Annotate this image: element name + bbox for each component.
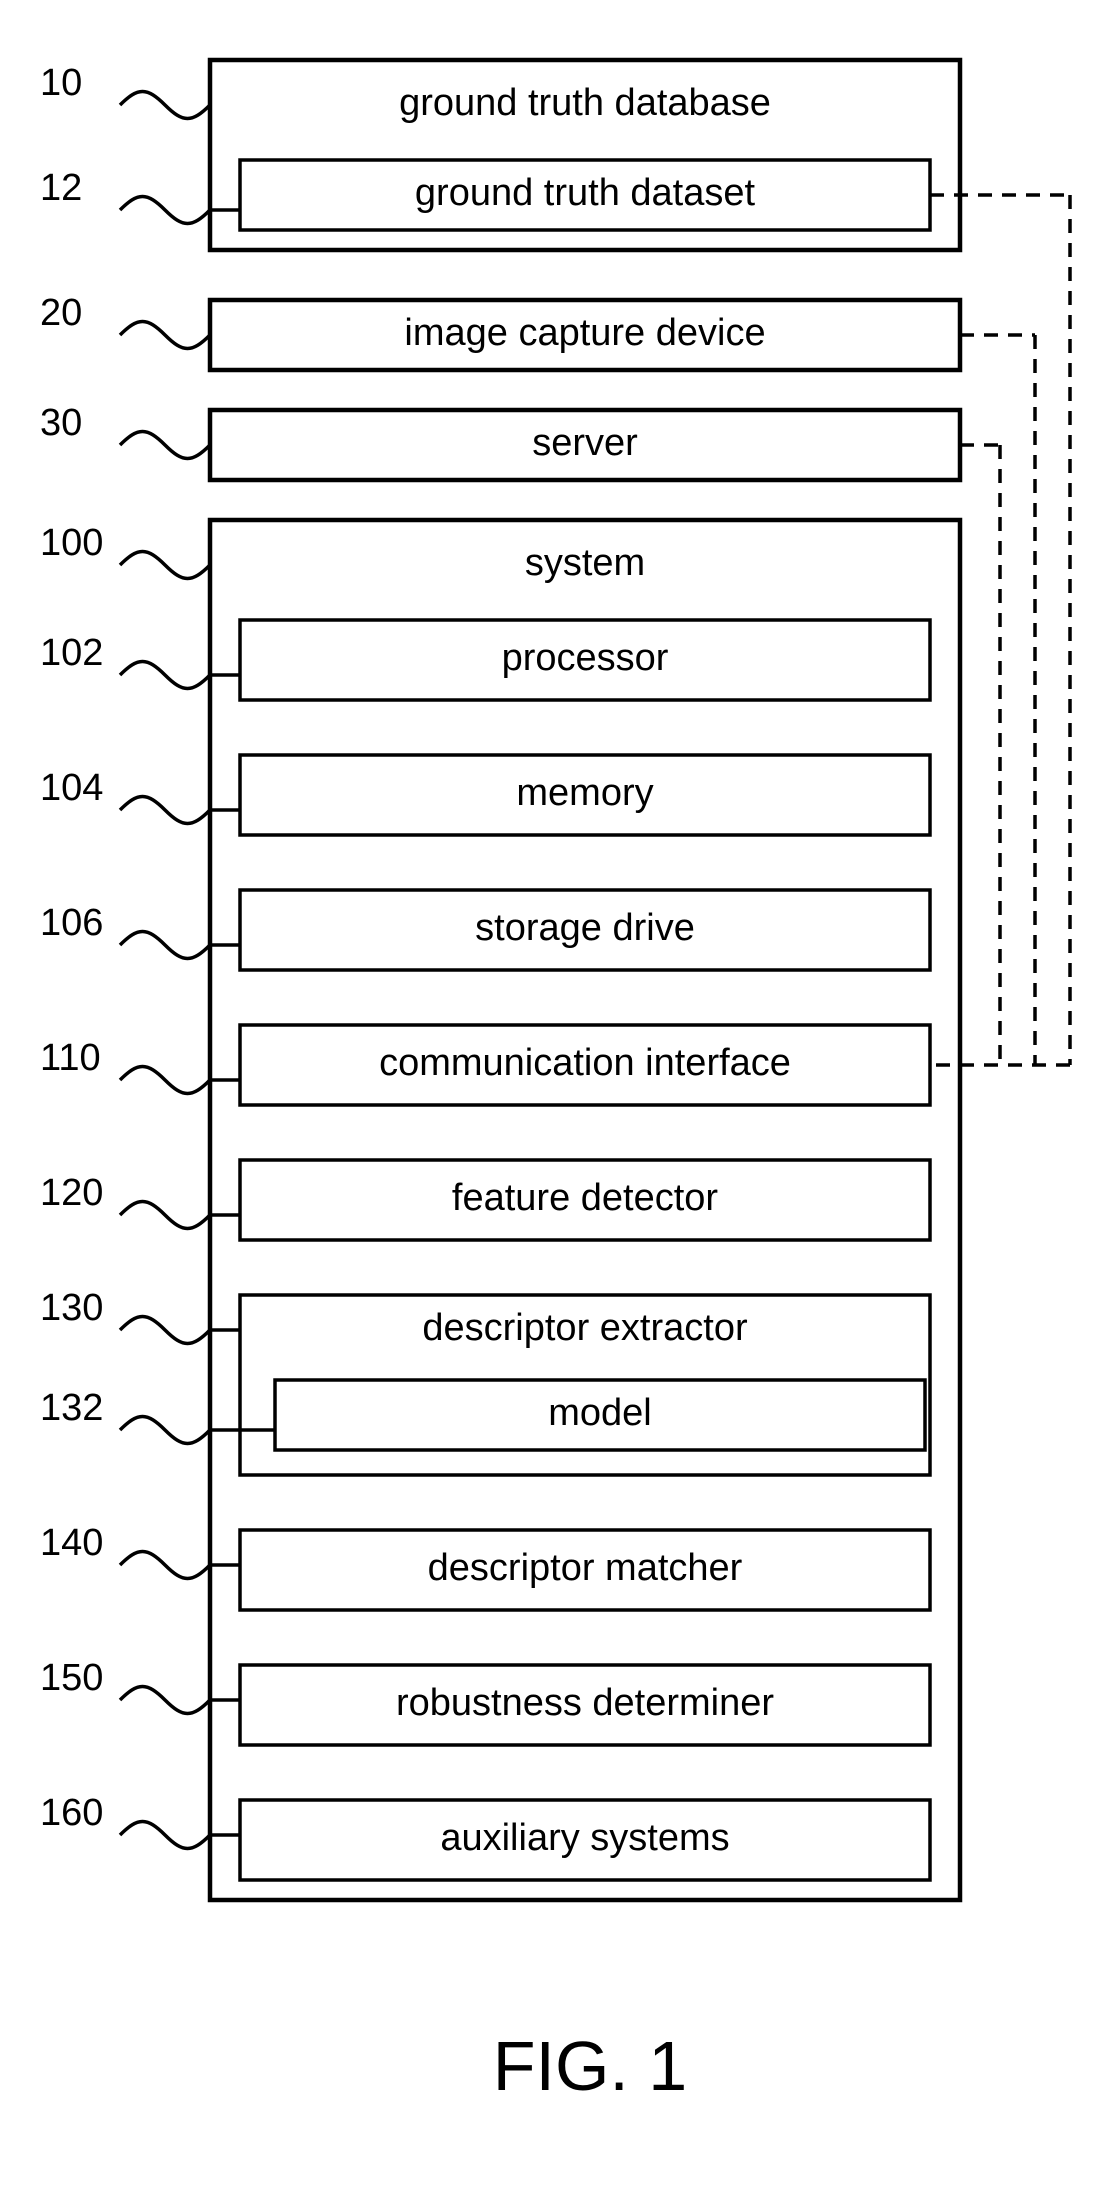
label-dmatch: descriptor matcher (428, 1547, 743, 1589)
ref-server: 30 (40, 402, 82, 444)
label-system: system (525, 542, 645, 584)
label-mem: memory (516, 772, 653, 814)
lead-gtdb (120, 92, 210, 119)
label-server: server (532, 422, 638, 464)
label-imgcap: image capture device (404, 312, 765, 354)
label-feat: feature detector (452, 1177, 719, 1219)
figure-caption: FIG. 1 (493, 2027, 687, 2105)
ref-dmatch: 140 (40, 1522, 103, 1564)
ref-comm: 110 (40, 1037, 101, 1079)
ref-feat: 120 (40, 1172, 103, 1214)
ref-aux: 160 (40, 1792, 103, 1834)
label-gtdb: ground truth database (399, 82, 771, 124)
label-robust: robustness determiner (396, 1682, 774, 1724)
ref-system: 100 (40, 522, 103, 564)
ref-dext: 130 (40, 1287, 103, 1329)
ref-imgcap: 20 (40, 292, 82, 334)
label-dext: descriptor extractor (422, 1307, 748, 1349)
label-aux: auxiliary systems (440, 1817, 729, 1859)
label-model: model (548, 1392, 652, 1434)
ref-robust: 150 (40, 1657, 103, 1699)
lead-imgcap (120, 322, 210, 349)
label-drive: storage drive (475, 907, 695, 949)
ref-drive: 106 (40, 902, 103, 944)
ref-model: 132 (40, 1387, 103, 1429)
ref-gtds: 12 (40, 167, 82, 209)
label-gtds: ground truth dataset (415, 172, 756, 214)
lead-system (120, 552, 210, 579)
lead-server (120, 432, 210, 459)
label-comm: communication interface (379, 1042, 791, 1084)
ref-gtdb: 10 (40, 62, 82, 104)
ref-proc: 102 (40, 632, 103, 674)
ref-mem: 104 (40, 767, 103, 809)
label-proc: processor (502, 637, 669, 679)
